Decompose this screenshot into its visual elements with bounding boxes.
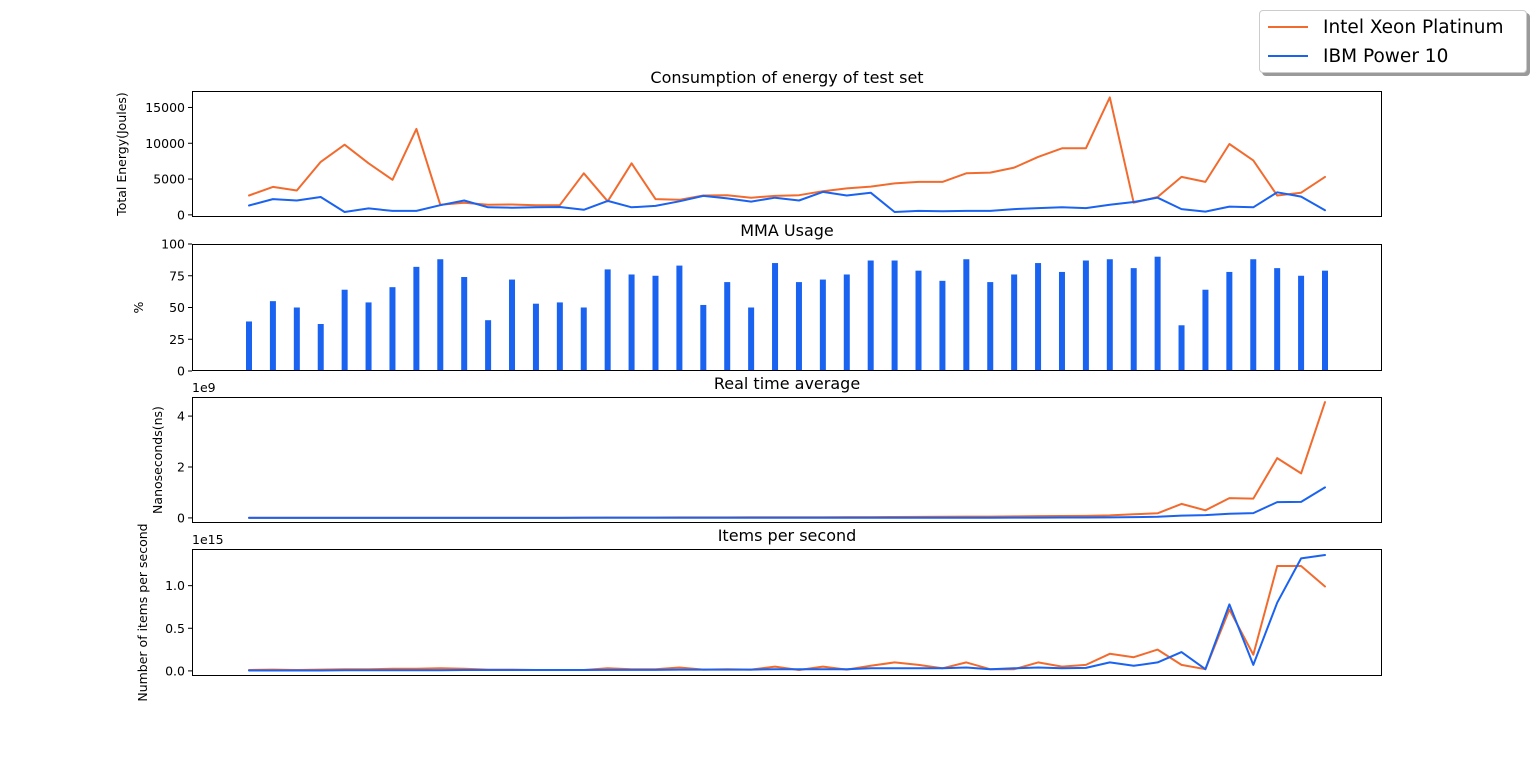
legend-label-ibm: IBM Power 10 [1323,45,1449,67]
bar [1130,268,1137,371]
bar [891,260,898,371]
series-line-intel [248,565,1326,671]
bar [556,302,563,371]
bar [532,303,539,371]
bar [341,289,348,371]
legend: Intel Xeon Platinum IBM Power 10 [1259,10,1527,73]
plot-frame [192,549,1382,676]
y-tick-label: 15000 [145,100,185,115]
series-line-ibm [248,554,1326,672]
y-tick-label: 0 [177,364,185,379]
y-tick-label: 0 [177,510,185,525]
chart-panel-3: Real time average 0 2 4 1e9 Nanoseconds(ns) [150,374,1382,525]
bar [1035,263,1042,371]
bar [580,307,587,371]
chart-panel-4: Items per second 0.0 0.5 1.0 1e15 Number of i… [135,523,1382,702]
bar [676,265,683,371]
bar [987,282,994,371]
bar [867,260,874,371]
bar [246,321,252,371]
bar [1202,289,1209,371]
y-tick-label: 0.5 [165,621,185,636]
y-tick-label: 75 [169,268,185,283]
bar [772,263,779,371]
bar [389,287,396,371]
legend-item-ibm: IBM Power 10 [1268,42,1448,70]
bar [1082,260,1089,371]
plot-frame [192,397,1382,523]
legend-label-intel: Intel Xeon Platinum [1323,16,1504,38]
legend-line-intel [1268,26,1308,28]
plot-frame [192,244,1382,371]
bar [819,279,826,371]
chart-title: Items per second [718,526,857,545]
bar [652,275,659,371]
bar [1178,325,1185,371]
bar [485,320,492,371]
bar [1322,270,1328,371]
y-axis-label: % [131,301,146,313]
y-axis-label: Number of items per second [135,523,150,701]
bar [700,304,707,371]
bar [1274,268,1281,371]
bar [509,279,516,371]
bar [293,307,300,371]
bar [1106,259,1113,371]
bar [269,301,276,371]
bar [748,307,755,371]
y-tick-label: 10000 [145,136,185,151]
bar [1011,274,1018,371]
chart-panel-1: Consumption of energy of test set 0 5000 10… [114,68,1382,222]
bar [1058,271,1065,371]
bar [795,282,802,371]
bar [1298,275,1305,371]
bar [1154,256,1161,371]
y-tick-label: 0 [177,207,185,222]
bar [963,259,970,371]
legend-item-intel: Intel Xeon Platinum [1268,13,1503,41]
chart-panel-2: MMA Usage 0 25 50 75 100% [131,221,1382,379]
y-offset-label: 1e15 [192,532,224,547]
bar [365,302,372,371]
series-line-intel [248,401,1326,519]
chart-title: Real time average [714,374,860,393]
y-axis-label: Nanoseconds(ns) [150,406,165,514]
bar [939,280,946,371]
y-axis-label: Total Energy(Joules) [114,92,129,217]
y-tick-label: 1.0 [165,578,185,593]
bar [413,266,420,371]
bar [604,269,611,371]
bar [915,270,922,371]
series-line-ibm [248,486,1326,519]
chart-title: MMA Usage [740,221,834,240]
bar [317,324,324,371]
series-line-ibm [248,190,1326,213]
y-tick-label: 5000 [153,172,185,187]
bar [724,282,731,371]
y-tick-label: 4 [177,409,185,424]
y-offset-label: 1e9 [192,380,216,395]
y-tick-label: 25 [169,332,185,347]
chart-title: Consumption of energy of test set [650,68,923,87]
bar [1250,259,1257,371]
y-tick-label: 100 [161,237,185,252]
plot-frame [192,91,1382,217]
y-tick-label: 50 [169,300,185,315]
y-tick-label: 0.0 [165,663,185,678]
bar [461,277,468,371]
bar [843,274,850,371]
bar [1226,271,1233,371]
bar [628,274,635,371]
series-line-intel [248,96,1326,207]
legend-line-ibm [1268,55,1308,57]
y-tick-label: 2 [177,460,185,475]
bar [437,259,444,371]
